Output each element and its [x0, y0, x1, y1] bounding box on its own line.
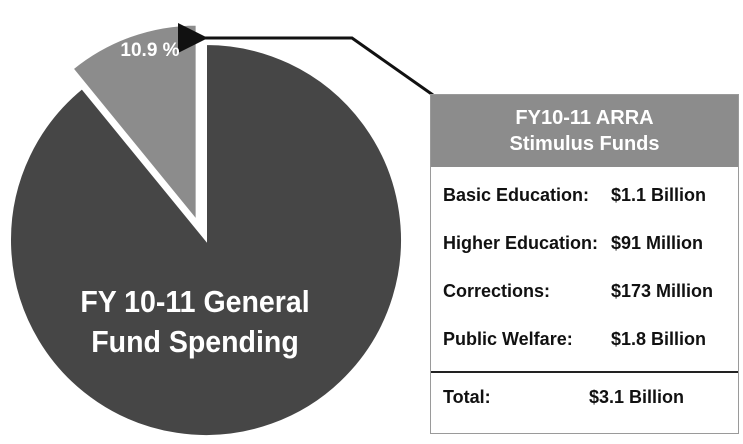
fund-row-corrections: Corrections: $173 Million [431, 269, 738, 317]
pie-slices [9, 23, 403, 437]
total-divider [431, 371, 738, 373]
fund-row-basic-education: Basic Education: $1.1 Billion [431, 173, 738, 221]
total-label: Total: [443, 387, 491, 407]
panel-title-line1: FY10-11 ARRA [515, 107, 654, 129]
callout-arrow [178, 23, 434, 97]
fund-row-label: Public Welfare: [443, 329, 573, 349]
pie-slice-general-fund [9, 42, 403, 437]
pie-main-label: FY 10-11 General Fund Spending [43, 282, 347, 362]
fund-row-label: Higher Education: [443, 233, 599, 253]
fund-row-value: $1.8 Billion [611, 329, 707, 349]
small-slice-label: 10.9 % [120, 40, 180, 61]
fund-row-public-welfare: Public Welfare: $1.8 Billion [431, 317, 738, 365]
fund-row-value: $1.1 Billion [611, 185, 707, 205]
arra-funds-panel: FY10-11 ARRA Stimulus Funds Basic Educat… [430, 94, 739, 434]
panel-body: Basic Education: $1.1 Billion Higher Edu… [431, 167, 738, 423]
fund-row-value: $91 Million [611, 233, 704, 253]
fund-row-total: Total: $3.1 Billion [431, 373, 738, 423]
pie-main-label-line1: FY 10-11 General [80, 284, 310, 319]
fund-row-higher-education: Higher Education: $91 Million [431, 221, 738, 269]
total-value: $3.1 Billion [589, 387, 685, 407]
fund-row-value: $173 Million [611, 281, 714, 301]
pie-main-label-line2: Fund Spending [91, 324, 299, 359]
fund-row-label: Basic Education: [443, 185, 590, 205]
panel-header: FY10-11 ARRA Stimulus Funds [431, 95, 738, 167]
fund-row-label: Corrections: [443, 281, 551, 301]
panel-title-line2: Stimulus Funds [509, 133, 660, 155]
